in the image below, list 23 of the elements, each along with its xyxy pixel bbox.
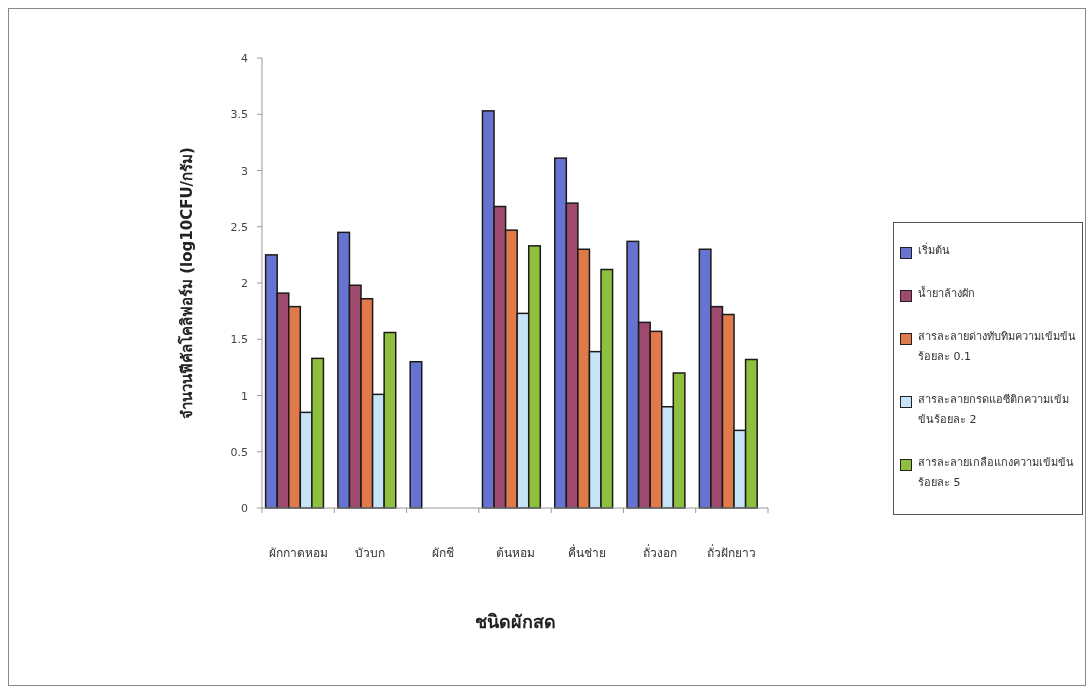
- y-tick-label: 1: [241, 389, 248, 403]
- x-tick-label: ถั่วฝักยาว: [707, 544, 757, 560]
- y-tick-label: 3: [241, 164, 248, 178]
- legend-label: น้ำยาล้างผัก: [918, 285, 975, 302]
- legend-label: สารละลายเกลือแกงความเข้มข้นร้อยละ 5: [918, 454, 1075, 491]
- x-axis-title: ชนิดผักสด: [474, 611, 556, 632]
- x-tick-label: บัวบก: [355, 546, 386, 560]
- x-tick-label: คื่นช่าย: [568, 544, 607, 560]
- y-tick-label: 0: [241, 502, 248, 515]
- y-tick-label: 4: [241, 52, 248, 65]
- legend-label: สารละลายด่างทับทิมความเข้มข้นร้อยละ 0.1: [918, 328, 1076, 365]
- x-tick-label: ถั่วงอก: [642, 544, 677, 560]
- legend-label: เริ่มต้น: [918, 241, 950, 259]
- x-tick-label: ผักชี: [431, 546, 454, 560]
- x-tick-label: ผักกาดหอม: [268, 546, 328, 560]
- y-tick-label: 0.5: [230, 445, 248, 459]
- y-tick-label: 2.5: [230, 220, 248, 234]
- legend-label: สารละลายกรดแอซีติกความเข้มข้นร้อยละ 2: [918, 391, 1070, 428]
- y-axis-title: จำนวนฟีคัลโคลิฟอร์ม (log10CFU/กรัม): [177, 147, 196, 419]
- x-tick-label: ต้นหอม: [495, 546, 535, 560]
- y-tick-label: 1.5: [230, 333, 248, 347]
- y-tick-label: 3.5: [230, 108, 248, 122]
- y-tick-label: 2: [241, 277, 248, 290]
